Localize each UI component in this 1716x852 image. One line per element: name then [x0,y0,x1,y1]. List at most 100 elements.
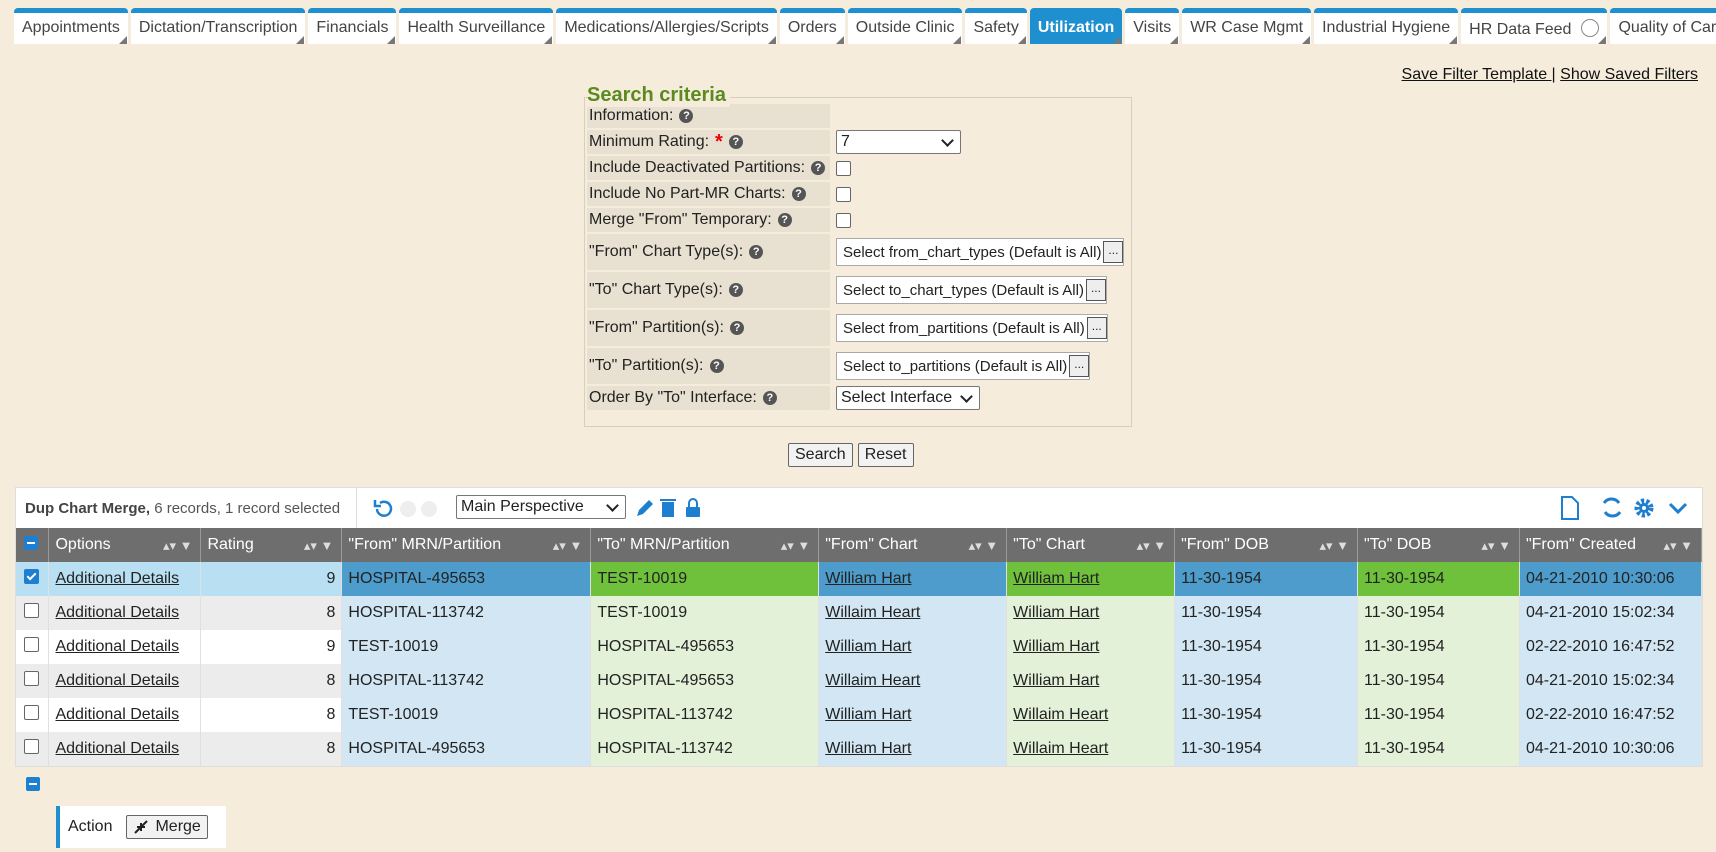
cell-link[interactable]: Willaim Heart [1013,706,1109,723]
column-header[interactable]: "From" MRN/Partition ▴▾ ▼ [341,528,592,562]
field-value [830,182,851,206]
grid-cell: Willaim Heart [818,664,1008,698]
cell-link[interactable]: William Hart [1013,672,1100,689]
cell-text: HOSPITAL-495653 [597,638,734,655]
checkbox[interactable] [836,160,851,176]
select-value: 7 [841,133,850,150]
cell-link[interactable]: William Hart [825,638,912,655]
picker-button[interactable]: ... [1103,241,1124,263]
column-header[interactable]: "From" DOB ▴▾ ▼ [1174,528,1359,562]
cell-link[interactable]: William Hart [1013,570,1100,587]
grid-cell: HOSPITAL-495653 [341,562,592,596]
picker[interactable]: Select to_chart_types (Default is All)..… [836,276,1107,304]
collapse-toggle[interactable] [26,777,40,796]
row-select[interactable] [16,698,50,732]
cell-text: 11-30-1954 [1364,570,1445,587]
column-header[interactable]: "To" DOB ▴▾ ▼ [1357,528,1520,562]
select-all-box [24,535,38,550]
checkbox[interactable] [836,212,851,228]
grid-cell: Additional Details [48,732,202,766]
row-select[interactable] [16,664,50,698]
grid-row[interactable]: Additional Details 8 HOSPITAL-113742 HOSPIT… [16,664,1702,698]
tab[interactable]: Utilization [1029,8,1123,44]
tab[interactable]: Dictation/Transcription [130,8,306,44]
grid-cell: William Hart [1006,630,1176,664]
column-header[interactable]: "To" MRN/Partition ▴▾ ▼ [590,528,820,562]
cell-link[interactable]: Additional Details [55,570,180,587]
tab[interactable]: Medications/Allergies/Scripts [556,8,777,44]
grid-row[interactable]: Additional Details 8 TEST-10019 HOSPITAL-11… [16,698,1702,732]
select[interactable]: 7 [836,130,961,154]
search-button[interactable]: Search [788,443,853,467]
cell-link[interactable]: William Hart [1013,638,1100,655]
row-select[interactable] [16,630,50,664]
tab[interactable]: Safety [965,8,1027,44]
cell-text: 11-30-1954 [1181,706,1262,723]
grid-row[interactable]: Additional Details 8 HOSPITAL-495653 HOSPIT… [16,732,1702,766]
cell-link[interactable]: William Hart [825,740,912,757]
search-button[interactable]: Reset [857,443,914,467]
cell-link[interactable]: Additional Details [55,604,180,621]
grid-row[interactable]: Additional Details 9 TEST-10019 HOSPITAL-49… [16,630,1702,664]
picker-button[interactable]: ... [1086,317,1107,339]
grid-tools[interactable] [1556,494,1696,522]
column-header[interactable]: "From" Created ▴▾ ▼ [1519,528,1702,562]
row-checkbox [24,739,39,754]
row-select[interactable] [16,596,50,630]
picker-button[interactable]: ... [1085,279,1106,301]
column-label: Options [55,536,111,553]
row-select[interactable] [16,562,50,596]
cell-link[interactable]: William Hart [1013,604,1100,621]
perspective-select[interactable]: Main Perspective [456,495,626,519]
column-header[interactable]: Options ▴▾ ▼ [48,528,202,562]
perspective-tools[interactable] [634,496,704,520]
grid-cell: William Hart [818,562,1008,596]
picker[interactable]: Select from_partitions (Default is All).… [836,314,1108,342]
select[interactable]: Select Interface [836,386,981,410]
row-select[interactable] [16,732,50,766]
picker[interactable]: Select from_chart_types (Default is All)… [836,238,1125,266]
cell-link[interactable]: William Hart [825,706,912,723]
merge-button[interactable]: Merge [126,815,208,839]
cell-link[interactable]: Additional Details [55,672,180,689]
cell-text: 11-30-1954 [1364,706,1445,723]
cell-text: HOSPITAL-113742 [597,706,733,723]
label-text: Information: [589,107,674,124]
tab[interactable]: Appointments [14,8,128,44]
tab[interactable]: Orders [779,8,845,44]
cell-link[interactable]: Additional Details [55,740,180,757]
tab[interactable]: WR Case Mgmt [1182,8,1312,44]
column-header[interactable]: "From" Chart ▴▾ ▼ [818,528,1008,562]
grid-cell: 8 [200,732,343,766]
tab[interactable]: Visits [1125,8,1180,44]
cell-text: 11-30-1954 [1181,570,1262,587]
cell-link[interactable]: Additional Details [55,706,180,723]
cell-link[interactable]: Willaim Heart [825,604,921,621]
tab[interactable]: Quality of Care [1610,8,1716,44]
column-header[interactable]: "To" Chart ▴▾ ▼ [1006,528,1176,562]
cell-link[interactable]: Willaim Heart [825,672,921,689]
picker-button[interactable]: ... [1069,355,1090,377]
cell-link[interactable]: Additional Details [55,638,180,655]
tab[interactable]: Health Surveillance [399,8,554,44]
label-text: "To" Partition(s): [589,357,704,374]
cell-text: 11-30-1954 [1364,638,1445,655]
tab[interactable]: Financials [308,8,397,44]
checkbox[interactable] [836,186,851,202]
cell-link[interactable]: Willaim Heart [1013,740,1109,757]
tab[interactable]: Industrial Hygiene [1314,8,1459,44]
cell-link[interactable]: William Hart [825,570,912,587]
show-saved-link[interactable]: Show Saved Filters [1560,66,1698,83]
grid-row[interactable]: Additional Details 9 HOSPITAL-495653 TEST-1… [16,562,1702,596]
tab[interactable]: HR Data Feed [1461,8,1608,44]
tab[interactable]: Outside Clinic [847,8,963,44]
column-label: "To" MRN/Partition [597,536,730,553]
save-filter-link[interactable]: Save Filter Template | [1401,66,1556,83]
select-all[interactable] [16,528,50,562]
tab-label: Appointments [22,19,120,36]
column-header[interactable]: Rating ▴▾ ▼ [200,528,343,562]
row-checkbox [24,671,39,686]
grid-row[interactable]: Additional Details 8 HOSPITAL-113742 TEST-1… [16,596,1702,630]
cell-text: TEST-10019 [597,570,688,587]
picker[interactable]: Select to_partitions (Default is All)... [836,352,1091,380]
